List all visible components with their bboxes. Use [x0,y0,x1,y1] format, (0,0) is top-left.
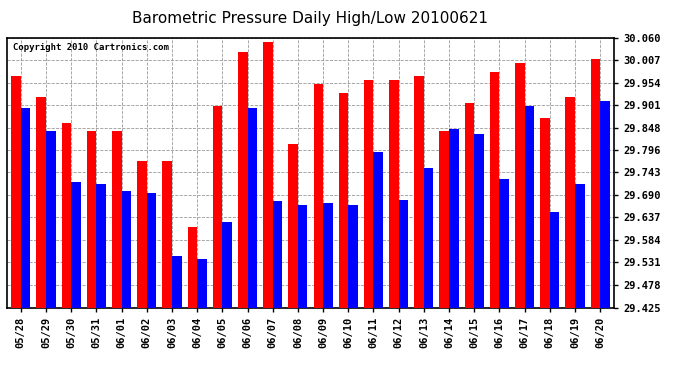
Bar [373,152,383,308]
Bar [524,105,534,308]
Text: Copyright 2010 Cartronics.com: Copyright 2010 Cartronics.com [13,43,169,52]
Bar [238,53,248,308]
Bar [540,118,550,308]
Bar [464,104,474,308]
Bar [273,201,282,308]
Bar [566,97,575,308]
Bar [61,123,71,308]
Bar [474,135,484,308]
Bar [197,259,207,308]
Bar [575,184,584,308]
Bar [298,206,308,308]
Bar [21,108,30,307]
Bar [600,101,610,308]
Bar [399,200,408,308]
Bar [147,193,157,308]
Bar [121,190,131,308]
Bar [414,76,424,307]
Bar [313,84,323,308]
Bar [500,178,509,308]
Bar [339,93,348,308]
Bar [288,144,298,308]
Bar [550,212,560,308]
Text: Barometric Pressure Daily High/Low 20100621: Barometric Pressure Daily High/Low 20100… [132,11,489,26]
Bar [440,131,449,308]
Bar [323,203,333,308]
Bar [348,206,358,308]
Bar [162,161,172,308]
Bar [112,131,121,308]
Bar [389,80,399,308]
Bar [213,105,222,308]
Bar [97,184,106,308]
Bar [449,129,459,308]
Bar [137,161,147,308]
Bar [11,76,21,307]
Bar [515,63,524,308]
Bar [263,42,273,308]
Bar [37,97,46,308]
Bar [490,72,500,308]
Bar [46,131,55,308]
Bar [87,131,97,308]
Bar [248,108,257,307]
Bar [364,80,373,308]
Bar [591,59,600,308]
Bar [188,227,197,308]
Bar [71,182,81,308]
Bar [172,256,181,307]
Bar [424,168,433,308]
Bar [222,222,232,308]
